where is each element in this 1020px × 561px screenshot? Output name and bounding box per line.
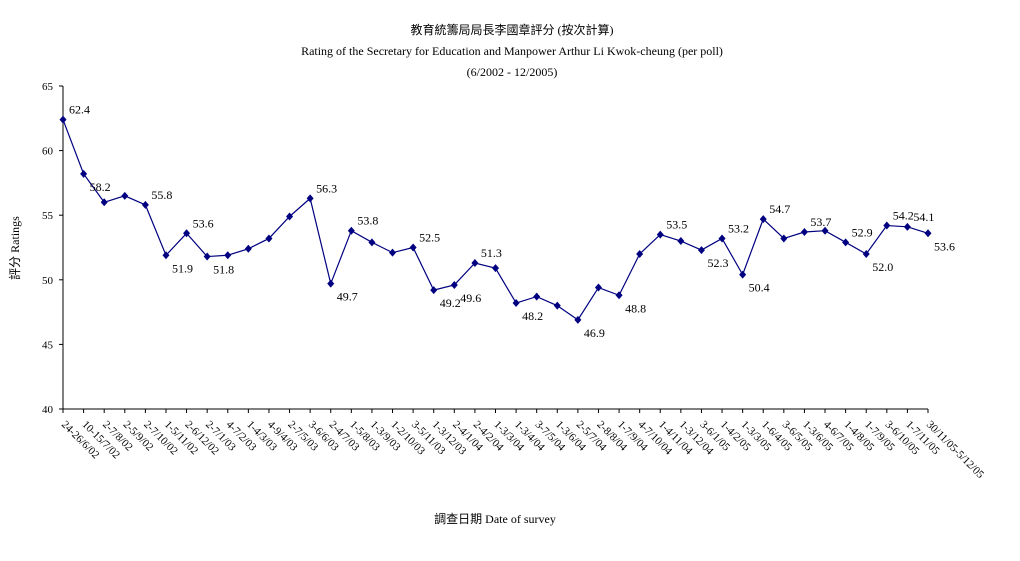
chart-subtitle: Rating of the Secretary for Education an… bbox=[301, 44, 723, 58]
data-label: 56.3 bbox=[316, 181, 337, 195]
data-label: 52.5 bbox=[419, 231, 440, 245]
point bbox=[59, 115, 67, 124]
point bbox=[718, 234, 726, 243]
point bbox=[636, 249, 644, 258]
point bbox=[821, 226, 829, 235]
chart-period: (6/2002 - 12/2005) bbox=[467, 65, 558, 79]
y-tick-label: 65 bbox=[42, 81, 54, 93]
point bbox=[286, 212, 294, 221]
data-label: 48.2 bbox=[522, 309, 543, 323]
data-label: 53.5 bbox=[666, 218, 687, 232]
point bbox=[780, 234, 788, 243]
data-label: 52.9 bbox=[852, 225, 873, 239]
data-label: 62.4 bbox=[69, 103, 90, 117]
data-label: 54.2 bbox=[893, 209, 914, 223]
point bbox=[306, 194, 314, 203]
point bbox=[883, 221, 891, 230]
point bbox=[800, 227, 808, 236]
point bbox=[533, 292, 541, 301]
y-axis-label: 評分 Ratings bbox=[7, 216, 22, 280]
point bbox=[141, 200, 149, 209]
point bbox=[594, 283, 602, 292]
y-tick-label: 55 bbox=[42, 210, 54, 222]
point bbox=[615, 291, 623, 300]
data-label: 58.2 bbox=[90, 180, 111, 194]
point bbox=[574, 315, 582, 324]
point bbox=[697, 246, 705, 255]
point bbox=[80, 169, 88, 178]
x-axis-label: 調查日期 Date of survey bbox=[434, 512, 556, 526]
point bbox=[492, 264, 499, 273]
point bbox=[677, 237, 685, 246]
point bbox=[903, 222, 911, 231]
data-label: 52.0 bbox=[872, 260, 893, 274]
point bbox=[553, 301, 561, 310]
point bbox=[265, 234, 273, 243]
point bbox=[162, 251, 170, 260]
y-tick-label: 40 bbox=[42, 404, 54, 416]
data-label: 52.3 bbox=[707, 256, 728, 270]
point bbox=[224, 251, 232, 260]
point bbox=[862, 249, 870, 258]
data-label: 46.9 bbox=[584, 326, 605, 340]
point bbox=[924, 229, 932, 238]
data-label: 55.8 bbox=[151, 188, 172, 202]
point bbox=[244, 244, 252, 253]
data-label: 51.8 bbox=[213, 263, 234, 277]
y-tick-label: 60 bbox=[42, 146, 54, 158]
point bbox=[389, 248, 397, 257]
data-label: 51.9 bbox=[172, 261, 193, 275]
point bbox=[471, 259, 479, 268]
point bbox=[656, 230, 664, 239]
point bbox=[203, 252, 211, 261]
data-label: 51.3 bbox=[481, 246, 502, 260]
data-label: 54.7 bbox=[769, 202, 790, 216]
point bbox=[100, 198, 108, 207]
data-label: 48.8 bbox=[625, 301, 646, 315]
point bbox=[327, 279, 335, 288]
y-tick-label: 45 bbox=[42, 339, 54, 351]
point bbox=[183, 229, 191, 238]
point bbox=[842, 238, 850, 247]
data-label: 53.7 bbox=[810, 215, 831, 229]
data-label: 53.2 bbox=[728, 221, 749, 235]
point bbox=[739, 270, 747, 279]
point bbox=[121, 191, 129, 200]
data-label: 49.7 bbox=[337, 290, 358, 304]
point bbox=[430, 286, 438, 295]
point bbox=[759, 215, 767, 224]
data-label: 53.6 bbox=[193, 216, 214, 230]
point bbox=[347, 226, 355, 235]
y-tick-label: 50 bbox=[42, 275, 54, 287]
data-label: 53.8 bbox=[357, 214, 378, 228]
point bbox=[368, 238, 376, 247]
point bbox=[409, 243, 417, 252]
point bbox=[450, 280, 458, 289]
data-label: 53.6 bbox=[934, 239, 955, 253]
data-label: 54.1 bbox=[913, 210, 934, 224]
chart-title: 教育統籌局局長李國章評分 (按次計算) bbox=[411, 22, 614, 37]
data-label: 50.4 bbox=[749, 281, 770, 295]
point bbox=[512, 299, 520, 308]
data-label: 49.6 bbox=[460, 291, 481, 305]
data-label: 49.2 bbox=[440, 296, 461, 310]
